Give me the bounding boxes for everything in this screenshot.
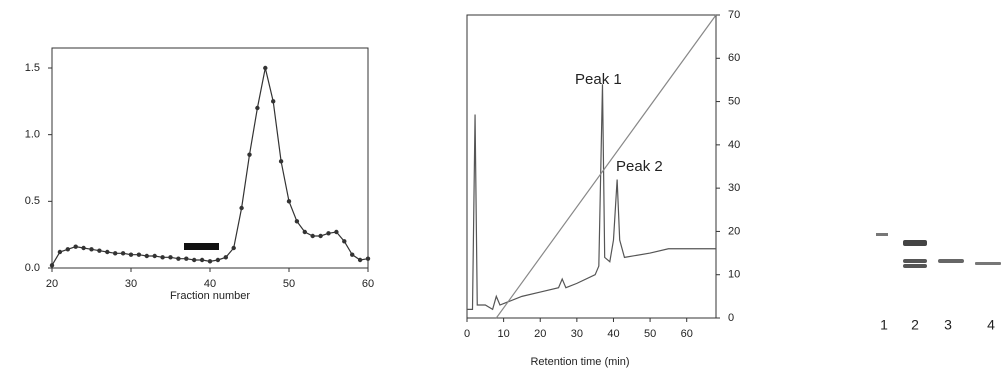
lane-label: 1 [880, 317, 888, 333]
data-line [467, 84, 716, 309]
data-point [145, 254, 149, 258]
figure: Fraction number Retention time (min) Pea… [0, 0, 1004, 372]
x-tick-label: 50 [644, 328, 656, 340]
x-tick-label: 60 [681, 328, 693, 340]
lane-label: 3 [944, 317, 952, 333]
data-point [326, 231, 330, 235]
x-axis-label: Fraction number [170, 290, 250, 302]
data-point [358, 258, 362, 262]
data-point [168, 255, 172, 259]
data-point [366, 256, 370, 260]
x-tick-label: 40 [607, 328, 619, 340]
data-point [97, 248, 101, 252]
y-tick-label: 0 [728, 312, 734, 324]
data-point [184, 256, 188, 260]
data-point [121, 251, 125, 255]
y-tick-label: 1.5 [25, 62, 40, 74]
x-tick-label: 10 [497, 328, 509, 340]
x-tick-label: 20 [534, 328, 546, 340]
lane-label: 2 [911, 317, 919, 333]
data-point [74, 244, 78, 248]
data-point [295, 219, 299, 223]
x-tick-label: 0 [464, 328, 470, 340]
y-tick-label: 0.5 [25, 195, 40, 207]
x-tick-label: 50 [283, 278, 295, 290]
data-point [263, 66, 267, 70]
data-point [153, 254, 157, 258]
y-tick-label: 0.0 [25, 262, 40, 274]
data-line [496, 15, 716, 318]
data-point [216, 258, 220, 262]
band [938, 259, 964, 263]
data-point [279, 159, 283, 163]
x-axis-label: Retention time (min) [530, 356, 629, 368]
data-point [192, 258, 196, 262]
y-tick-label: 60 [728, 52, 740, 64]
data-point [311, 234, 315, 238]
data-point [303, 230, 307, 234]
data-point [232, 246, 236, 250]
data-point [81, 246, 85, 250]
x-tick-label: 30 [571, 328, 583, 340]
data-point [350, 252, 354, 256]
y-tick-label: 10 [728, 269, 740, 281]
data-point [129, 252, 133, 256]
band [975, 262, 1001, 265]
x-tick-label: 30 [125, 278, 137, 290]
data-point [200, 258, 204, 262]
x-tick-label: 40 [204, 278, 216, 290]
data-point [58, 250, 62, 254]
data-point [224, 255, 228, 259]
data-point [176, 256, 180, 260]
pooled-fractions-bar [184, 243, 219, 250]
y-tick-label: 50 [728, 95, 740, 107]
data-point [239, 206, 243, 210]
y-tick-label: 70 [728, 9, 740, 21]
x-tick-label: 20 [46, 278, 58, 290]
data-point [334, 230, 338, 234]
data-point [160, 255, 164, 259]
x-tick-label: 60 [362, 278, 374, 290]
data-point [137, 252, 141, 256]
y-tick-label: 20 [728, 225, 740, 237]
data-point [208, 259, 212, 263]
band [903, 264, 927, 268]
data-point [50, 263, 54, 267]
data-point [255, 106, 259, 110]
band [876, 233, 888, 236]
annotation: Peak 1 [575, 71, 622, 88]
data-point [287, 199, 291, 203]
plot-frame [467, 15, 716, 318]
gel-bands [876, 233, 1001, 268]
band [903, 240, 927, 246]
data-point [66, 247, 70, 251]
y-tick-label: 40 [728, 139, 740, 151]
data-point [318, 234, 322, 238]
data-point [342, 239, 346, 243]
annotation: Peak 2 [616, 158, 663, 175]
data-point [247, 152, 251, 156]
data-point [105, 250, 109, 254]
y-tick-label: 30 [728, 182, 740, 194]
lane-label: 4 [987, 317, 995, 333]
data-point [89, 247, 93, 251]
data-point [271, 99, 275, 103]
band [903, 259, 927, 263]
y-tick-label: 1.0 [25, 129, 40, 141]
data-point [113, 251, 117, 255]
